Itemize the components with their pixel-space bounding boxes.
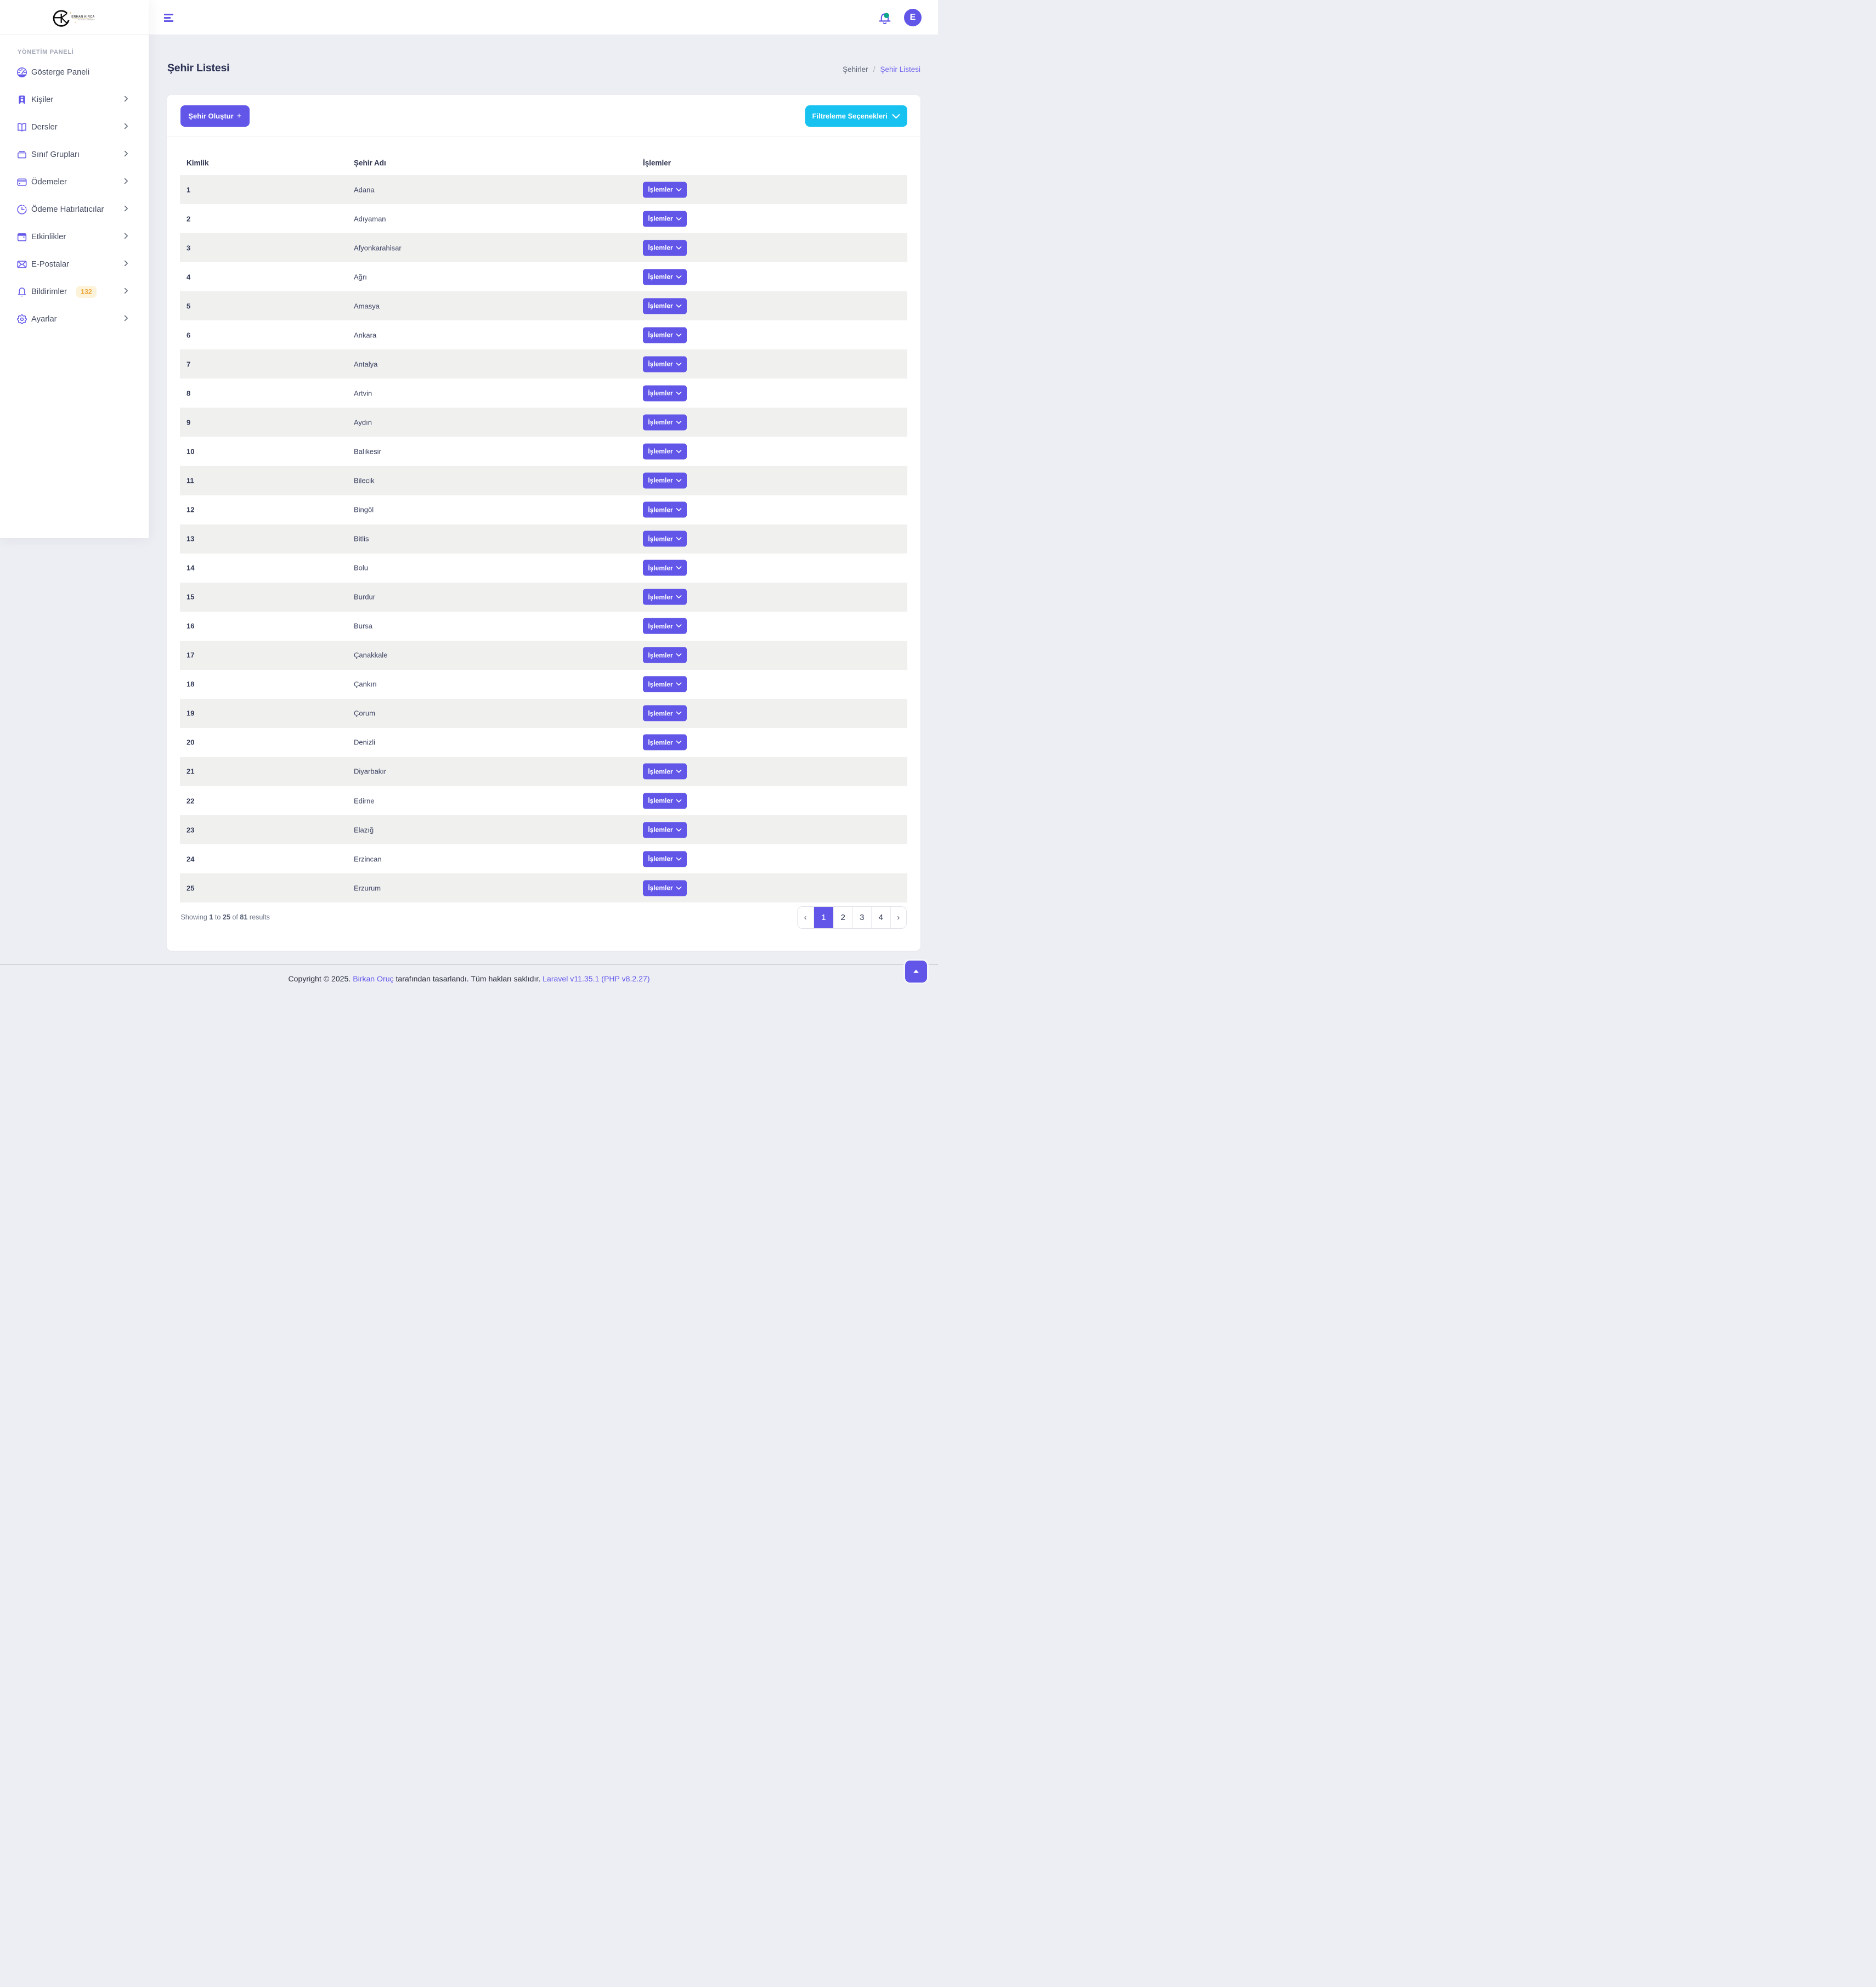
svg-text:✦: ✦ [70,12,72,15]
svg-text:DANCE ACADEMY: DANCE ACADEMY [78,19,95,21]
svg-text:ERHAN KIRCA: ERHAN KIRCA [71,15,94,19]
svg-text:✦: ✦ [75,21,77,24]
